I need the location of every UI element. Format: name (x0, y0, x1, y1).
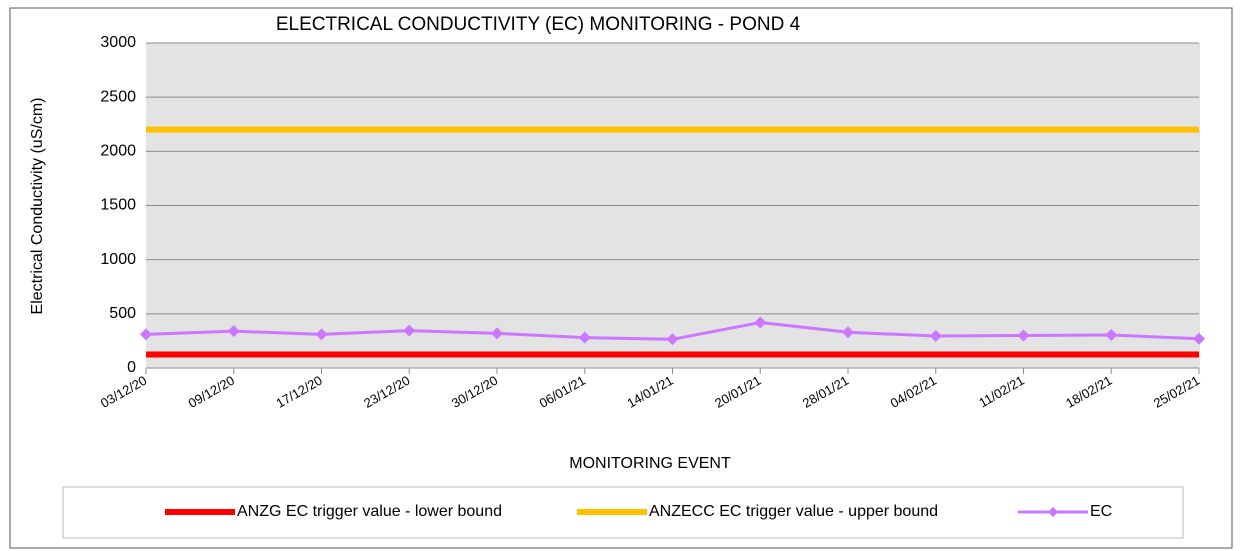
data-point (929, 330, 942, 343)
data-point (666, 333, 679, 346)
data-point (491, 327, 503, 340)
data-point (842, 326, 854, 339)
y-tick-label: 2500 (100, 88, 136, 105)
legend-label: EC (1090, 503, 1112, 520)
data-point (578, 331, 591, 344)
legend-marker (1048, 507, 1058, 517)
y-tick-label: 0 (127, 359, 136, 376)
y-tick-label: 500 (109, 305, 136, 322)
y-tick-label: 1500 (100, 197, 136, 214)
y-tick-label: 1000 (100, 251, 136, 268)
legend-label: ANZG EC trigger value - lower bound (237, 503, 502, 520)
chart-title: ELECTRICAL CONDUCTIVITY (EC) MONITORING … (276, 14, 801, 35)
y-axis-label: Electrical Conductivity (uS/cm) (29, 98, 46, 315)
y-tick-label: 3000 (100, 34, 136, 51)
legend-label: ANZECC EC trigger value - upper bound (649, 503, 938, 520)
data-point (1105, 328, 1118, 341)
data-point (227, 325, 240, 338)
data-point (1017, 329, 1030, 342)
data-point (403, 324, 416, 337)
y-tick-label: 2000 (100, 143, 136, 160)
data-point (754, 316, 767, 329)
x-axis-label: MONITORING EVENT (569, 455, 731, 472)
data-point (140, 328, 152, 341)
data-point (1193, 332, 1205, 345)
data-point (315, 328, 328, 341)
